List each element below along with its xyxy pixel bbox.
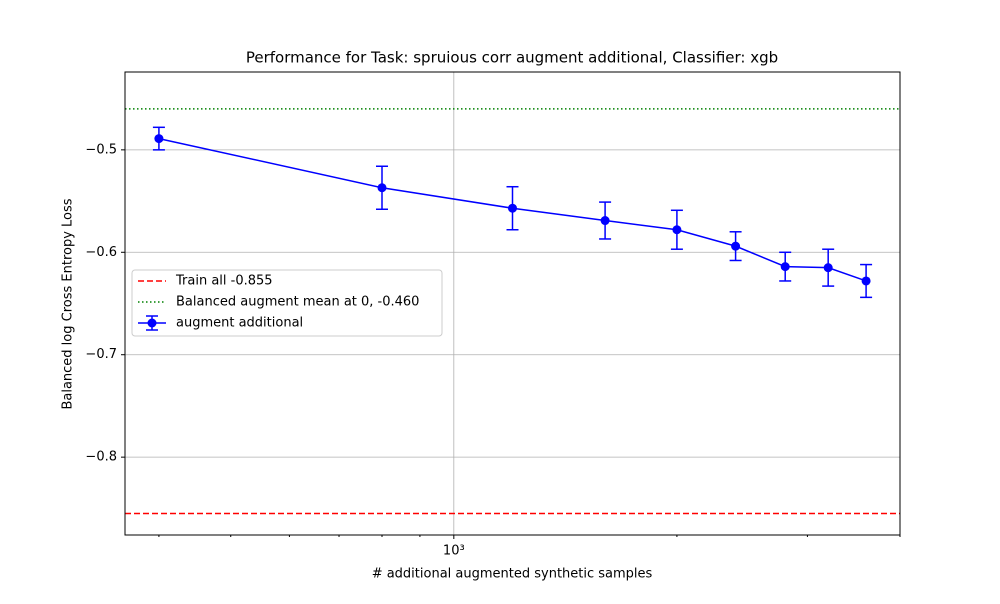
- data-point: [600, 216, 610, 226]
- data-point: [861, 276, 871, 286]
- legend-label: Balanced augment mean at 0, -0.460: [176, 295, 419, 310]
- y-tick-label: −0.8: [85, 450, 117, 465]
- chart-title: Performance for Task: spruious corr augm…: [246, 49, 778, 67]
- legend-box: [131, 269, 443, 337]
- y-tick-label: −0.6: [85, 245, 117, 260]
- legend-label: Train all -0.855: [175, 274, 273, 289]
- legend-label: augment additional: [176, 316, 303, 331]
- x-axis-label: # additional augmented synthetic samples: [372, 567, 653, 582]
- data-point: [508, 203, 517, 213]
- y-tick-label: −0.7: [85, 347, 117, 362]
- data-point: [672, 225, 682, 235]
- plot-frame: [124, 71, 901, 536]
- data-point: [823, 263, 833, 273]
- legend-swatch: [147, 318, 157, 328]
- data-point: [377, 183, 387, 193]
- y-axis-label: Balanced log Cross Entropy Loss: [61, 198, 76, 409]
- data-point: [154, 134, 164, 144]
- data-point: [780, 262, 790, 272]
- y-tick-label: −0.5: [85, 142, 117, 157]
- x-tick-label: 10³: [443, 544, 465, 559]
- data-point: [731, 241, 741, 251]
